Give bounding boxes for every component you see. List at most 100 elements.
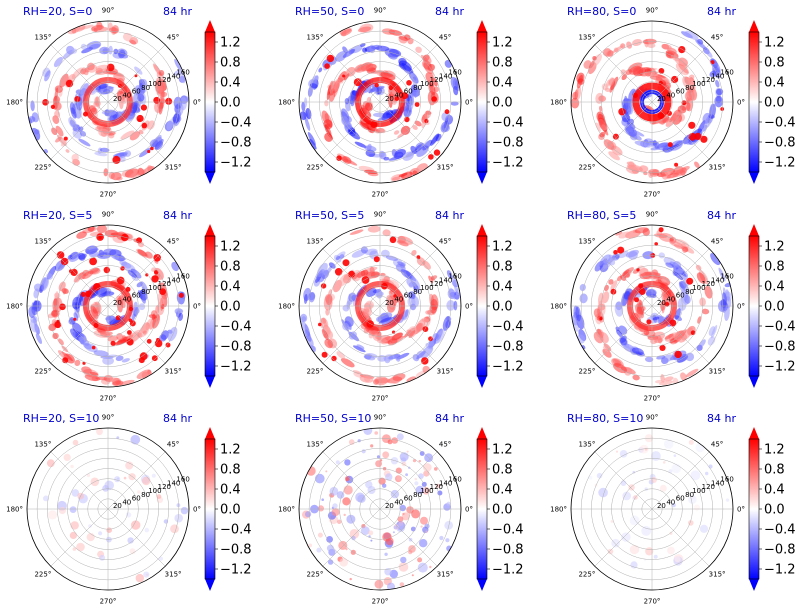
convective-cell [126,330,132,335]
field-patch [662,116,670,123]
polar-frame [570,427,734,591]
radial-tick-label: 160 [720,69,733,77]
colorbar: 1.2 0.8 0.4 0.0 −0.4 −0.8 −1.2 [476,427,524,591]
colorbar: 1.2 0.8 0.4 0.0 −0.4 −0.8 −1.2 [476,20,524,184]
field-patch [397,131,407,138]
field-patch [300,313,308,323]
field-patch [78,138,91,147]
time-label: 84 hr [707,5,736,18]
field-patch [360,62,374,72]
scatter-cell [156,494,162,499]
convective-cell [394,96,400,101]
field-patch [324,124,332,136]
field-patch [664,376,674,382]
scatter-cell [397,516,404,523]
scatter-cell [671,463,682,474]
scatter-cell [596,472,603,479]
colorbar-extend-high [205,427,215,439]
field-patch [420,345,434,359]
field-patch [324,338,334,349]
convective-cell [688,121,696,129]
scatter-cell [180,506,189,515]
scatter-cell [96,428,103,436]
radial-tick-label: 160 [448,69,461,77]
angle-tick-label: 315° [437,164,454,172]
field-patch [357,26,372,33]
panel-title: RH=20, S=0 [23,5,92,18]
field-patch [391,176,401,181]
radial-tick-label: 160 [176,476,189,484]
convective-cell [42,99,49,106]
field-patch [450,101,459,106]
field-patch [410,293,416,300]
convective-cell [406,80,412,86]
radial-tick-label: 20 [113,299,122,307]
scatter-cell [308,543,313,548]
angle-tick-label: 0° [193,99,201,107]
colorbar-tick-label: −1.2 [220,360,252,375]
field-patch [167,326,178,342]
scatter-cell [378,477,386,485]
field-patch [619,335,627,343]
field-patch [625,126,638,137]
colorbar-gradient [749,439,759,579]
colorbar: 1.2 0.8 0.4 0.0 −0.4 −0.8 −1.2 [476,224,524,388]
field-patch [385,255,398,261]
field-patch [30,319,39,333]
scatter-cell [368,535,371,538]
field-patch [666,144,680,151]
convective-cell [65,79,74,88]
colorbar-tick-label: −0.8 [492,543,524,558]
convective-cell [63,136,68,141]
field-patch [428,275,434,284]
field-patch [35,333,43,344]
field-patch [140,281,148,292]
angle-tick-label: 315° [709,571,726,579]
radial-tick-label: 80 [141,288,150,296]
colorbar-extend-high [477,20,487,32]
convective-cell [153,96,161,104]
angle-tick-label: 135° [34,33,51,41]
field-patch [409,275,421,290]
field-patch [701,308,710,315]
panels-layer: 20 40 60 8010012014016090°45°0°315°270°225°… [6,5,795,606]
angle-tick-label: 315° [437,368,454,376]
radial-tick-label: 60 [404,495,413,503]
time-label: 84 hr [163,209,192,222]
angle-tick-label: 225° [34,571,51,579]
colorbar-tick-label: −0.4 [492,116,524,131]
field-patch [304,97,308,108]
field-patch [612,45,624,53]
radial-tick-label: 20 [657,502,666,510]
scatter-cell [125,461,134,470]
convective-cell [617,246,625,254]
field-patch [153,64,160,73]
scatter-cell [332,503,338,509]
scatter-cell [384,552,388,556]
field-patch [308,291,316,303]
field-patch [660,278,667,283]
convective-cell [74,96,81,103]
convective-cell [422,326,429,332]
colorbar-gradient [205,439,215,579]
radial-tick-label: 80 [685,84,694,92]
scatter-cell [632,470,636,474]
scatter-cell [396,475,402,481]
scatter-cell [705,471,709,476]
scatter-cell [349,577,352,581]
field-patch [605,49,613,58]
field-patch [344,98,350,105]
field-patch [367,225,381,233]
convective-cell [334,268,343,276]
scatter-cell [384,568,392,576]
field-patch [98,128,110,137]
field-patch [644,356,654,363]
scatter-cell [400,556,407,564]
field-patch [579,284,586,291]
radial-tick-label: 40 [666,498,675,506]
angle-tick-label: 135° [578,237,595,245]
convective-cell [428,336,433,342]
scatter-cell [641,526,652,536]
